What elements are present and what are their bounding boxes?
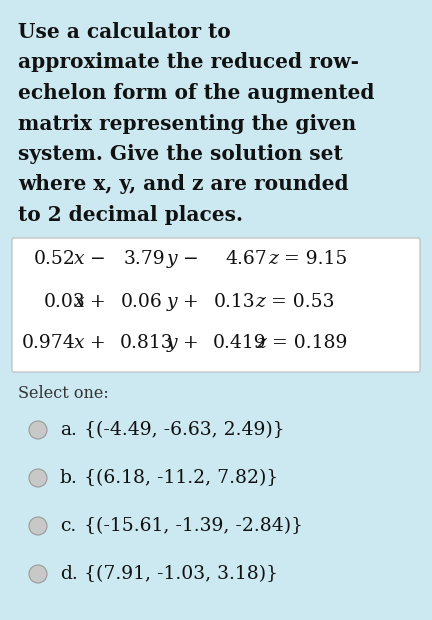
Text: {(-15.61, -1.39, -2.84)}: {(-15.61, -1.39, -2.84)} <box>84 517 303 535</box>
Text: b.: b. <box>60 469 78 487</box>
Text: 0.813: 0.813 <box>120 334 174 352</box>
Text: matrix representing the given: matrix representing the given <box>18 113 356 133</box>
Text: x: x <box>74 334 85 352</box>
Text: 0.13: 0.13 <box>214 293 256 311</box>
Text: y: y <box>167 334 178 352</box>
Text: z: z <box>256 334 266 352</box>
Text: 0.03: 0.03 <box>44 293 86 311</box>
Text: Use a calculator to: Use a calculator to <box>18 22 231 42</box>
Circle shape <box>29 469 47 487</box>
Text: a.: a. <box>60 421 77 439</box>
Text: = 0.53: = 0.53 <box>265 293 334 311</box>
Text: y: y <box>167 250 178 268</box>
Text: 0.974: 0.974 <box>22 334 76 352</box>
Text: approximate the reduced row-: approximate the reduced row- <box>18 53 359 73</box>
Text: = 9.15: = 9.15 <box>278 250 347 268</box>
Text: +: + <box>177 293 205 311</box>
Text: 0.06: 0.06 <box>121 293 163 311</box>
Text: {(-4.49, -6.63, 2.49)}: {(-4.49, -6.63, 2.49)} <box>84 421 285 439</box>
Text: −: − <box>177 250 205 268</box>
Text: z: z <box>255 293 265 311</box>
Circle shape <box>29 421 47 439</box>
Text: −: − <box>84 250 112 268</box>
Text: 0.52: 0.52 <box>34 250 76 268</box>
Text: 4.67: 4.67 <box>225 250 267 268</box>
Text: +: + <box>84 334 112 352</box>
Text: {(6.18, -11.2, 7.82)}: {(6.18, -11.2, 7.82)} <box>84 469 278 487</box>
Text: echelon form of the augmented: echelon form of the augmented <box>18 83 375 103</box>
Text: Select one:: Select one: <box>18 385 109 402</box>
Text: +: + <box>177 334 205 352</box>
Text: to 2 decimal places.: to 2 decimal places. <box>18 205 243 225</box>
Text: x: x <box>74 293 85 311</box>
Text: +: + <box>84 293 112 311</box>
Text: {(7.91, -1.03, 3.18)}: {(7.91, -1.03, 3.18)} <box>84 565 278 583</box>
Circle shape <box>29 565 47 583</box>
Text: x: x <box>74 250 85 268</box>
Circle shape <box>29 517 47 535</box>
Text: c.: c. <box>60 517 76 535</box>
Text: system. Give the solution set: system. Give the solution set <box>18 144 343 164</box>
Text: = 0.189: = 0.189 <box>266 334 347 352</box>
Text: 0.419: 0.419 <box>213 334 267 352</box>
Text: z: z <box>268 250 278 268</box>
Text: y: y <box>167 293 178 311</box>
FancyBboxPatch shape <box>12 238 420 372</box>
Text: 3.79: 3.79 <box>124 250 165 268</box>
Text: d.: d. <box>60 565 78 583</box>
Text: where x, y, and z are rounded: where x, y, and z are rounded <box>18 174 349 195</box>
